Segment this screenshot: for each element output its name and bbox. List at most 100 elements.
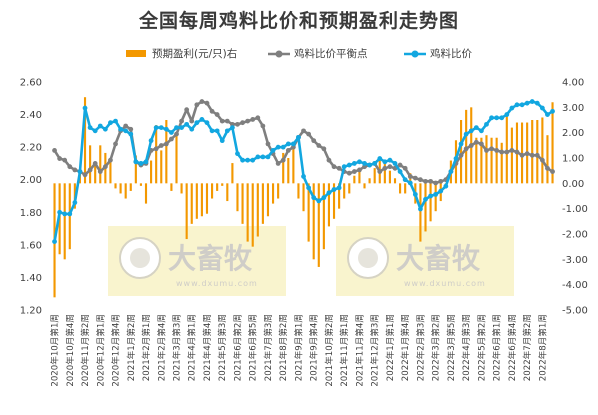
balance-point bbox=[82, 172, 88, 178]
ratio-point bbox=[138, 161, 144, 166]
ratio-point bbox=[52, 239, 57, 245]
ratio-point bbox=[539, 105, 545, 111]
profit-bar bbox=[200, 183, 203, 217]
profit-bar bbox=[353, 175, 356, 184]
balance-point bbox=[57, 156, 63, 161]
x-tick: 2020年10月第4周 bbox=[64, 314, 76, 387]
right-axis-ticks: -5.00 -4.00 -3.00 -2.00 -1.00 0.00 1.00 2.00 3.0… bbox=[562, 78, 588, 317]
ratio-point bbox=[341, 164, 347, 170]
x-tick: 2021年4月第4周 bbox=[201, 314, 213, 381]
balance-point bbox=[423, 178, 428, 184]
profit-bar bbox=[485, 135, 488, 184]
profit-bar bbox=[536, 120, 539, 184]
profit-bar bbox=[190, 183, 193, 224]
x-tick: 2021年5月第3周 bbox=[216, 314, 228, 381]
ratio-point bbox=[123, 128, 129, 134]
ratio-point bbox=[316, 198, 322, 204]
profit-bar bbox=[424, 183, 427, 232]
profit-bar bbox=[368, 178, 371, 184]
profit-bar bbox=[282, 152, 285, 184]
balance-point bbox=[494, 148, 500, 153]
balance-point bbox=[336, 165, 342, 171]
profit-bar bbox=[221, 183, 224, 186]
ratio-point bbox=[72, 200, 78, 205]
balance-point bbox=[72, 167, 78, 173]
profit-bar bbox=[144, 183, 148, 204]
ratio-point bbox=[499, 115, 505, 121]
profit-bar bbox=[114, 183, 117, 189]
y-left-tick: 1.60 bbox=[20, 240, 42, 251]
watermark-url: www.dxumu.com bbox=[404, 279, 486, 288]
y-right-tick: -2.00 bbox=[562, 230, 588, 241]
profit-bar bbox=[332, 183, 336, 219]
balance-point bbox=[250, 117, 256, 122]
ratio-point bbox=[423, 196, 428, 202]
profit-bar bbox=[429, 183, 432, 222]
ratio-point bbox=[326, 190, 332, 196]
y-left-tick: 2.40 bbox=[20, 110, 42, 121]
ratio-point bbox=[428, 193, 433, 199]
x-tick: 2021年8月第2周 bbox=[277, 314, 289, 381]
profit-bar bbox=[343, 183, 346, 199]
x-tick: 2022年6月第1周 bbox=[491, 314, 503, 381]
x-tick: 2022年7月第2周 bbox=[521, 314, 533, 381]
balance-point bbox=[169, 136, 174, 142]
ratio-point bbox=[143, 159, 149, 165]
legend-swatch-profit bbox=[126, 50, 146, 57]
ratio-point bbox=[509, 105, 515, 111]
ratio-point bbox=[199, 117, 205, 122]
balance-point bbox=[199, 99, 205, 104]
balance-point bbox=[326, 157, 332, 163]
profit-bar bbox=[546, 135, 549, 184]
ratio-point bbox=[245, 157, 251, 163]
balance-point bbox=[128, 126, 134, 132]
ratio-point bbox=[92, 128, 98, 134]
ratio-point bbox=[357, 159, 362, 165]
watermark: 大畜牧 www.dxumu.com bbox=[108, 226, 286, 296]
balance-point bbox=[179, 118, 184, 124]
profit-bar bbox=[271, 183, 275, 204]
ratio-point bbox=[489, 115, 494, 121]
ratio-point bbox=[57, 209, 63, 215]
balance-point bbox=[204, 100, 210, 106]
profit-bar bbox=[287, 158, 290, 184]
ratio-point bbox=[331, 187, 337, 192]
balance-point bbox=[265, 141, 271, 147]
balance-point bbox=[67, 164, 73, 170]
balance-point bbox=[412, 175, 418, 181]
watermark-layer: 大畜牧 www.dxumu.com 大畜牧 www.dxumu.com bbox=[108, 226, 514, 296]
balance-point bbox=[438, 178, 444, 184]
ratio-point bbox=[351, 161, 357, 166]
balance-point bbox=[550, 169, 555, 174]
ratio-point bbox=[336, 185, 342, 191]
ratio-point bbox=[382, 159, 388, 165]
balance-point bbox=[458, 152, 464, 158]
ratio-point bbox=[128, 131, 134, 137]
balance-point bbox=[52, 148, 57, 153]
balance-point bbox=[194, 102, 200, 108]
ratio-point bbox=[204, 120, 210, 126]
x-tick: 2021年9月第4周 bbox=[308, 314, 320, 381]
legend: 预期盈利(元/只)右 鸡料比价平衡点 鸡料比价 bbox=[0, 47, 598, 63]
profit-bar bbox=[180, 183, 183, 194]
balance-point bbox=[153, 146, 159, 152]
profit-bar bbox=[160, 150, 163, 184]
ratio-point bbox=[224, 128, 230, 134]
balance-point bbox=[209, 108, 215, 114]
balance-point bbox=[433, 180, 439, 186]
profit-bar bbox=[124, 183, 127, 199]
ratio-point bbox=[87, 125, 93, 130]
ratio-point bbox=[240, 157, 245, 163]
balance-point bbox=[255, 115, 261, 121]
chart-title: 全国每周鸡料比价和预期盈利走势图 bbox=[138, 10, 459, 32]
balance-point bbox=[189, 118, 195, 124]
x-tick: 2022年3月第5周 bbox=[445, 314, 457, 381]
x-tick: 2021年2月第4周 bbox=[155, 314, 167, 381]
balance-point bbox=[504, 149, 510, 155]
balance-point bbox=[316, 143, 322, 148]
balance-point bbox=[539, 157, 545, 163]
x-tick: 2021年10月第2周 bbox=[323, 314, 335, 387]
ratio-point bbox=[402, 177, 408, 183]
profit-bar bbox=[251, 183, 254, 247]
balance-point bbox=[534, 152, 540, 158]
